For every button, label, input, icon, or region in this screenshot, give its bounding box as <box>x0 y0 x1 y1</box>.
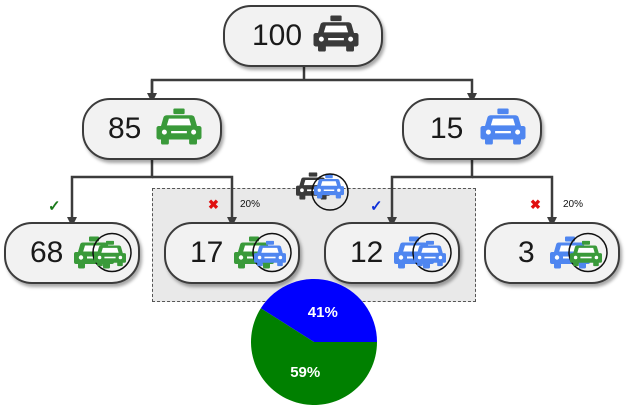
green-taxi-node: 85 <box>82 98 222 160</box>
leaf-count: 12 <box>350 236 384 269</box>
error-rate-label-left: 20% <box>240 199 261 210</box>
group-taxi-witness-icon <box>294 168 354 212</box>
root-node: 100 <box>223 5 383 67</box>
root-count: 100 <box>252 19 303 52</box>
leaf-count: 3 <box>518 236 535 269</box>
cross-icon-right: ✖ <box>530 197 541 212</box>
blue-taxi-node: 15 <box>402 98 542 160</box>
leaf-count: 68 <box>30 236 64 269</box>
leaf-blue-misidentified: 3 <box>484 222 620 284</box>
blue-count: 15 <box>430 112 464 145</box>
blue-taxi-witness-icon <box>392 227 452 280</box>
cross-icon-left: ✖ <box>208 197 219 212</box>
blue-taxi-icon <box>480 109 526 150</box>
green-blue-taxi-witness-icon <box>232 227 292 280</box>
blue-green-taxi-witness-icon <box>548 227 608 280</box>
dark-taxi-icon <box>313 16 359 57</box>
leaf-count: 17 <box>190 236 224 269</box>
check-icon-green: ✓ <box>48 198 61 215</box>
leaf-green-misidentified: 17 <box>164 222 300 284</box>
leaf-green-correct: 68 <box>4 222 140 284</box>
error-rate-label-right: 20% <box>563 199 584 210</box>
check-icon-blue: ✓ <box>370 198 383 215</box>
green-count: 85 <box>108 112 142 145</box>
leaf-blue-correct: 12 <box>324 222 460 284</box>
green-taxi-witness-icon <box>72 227 132 280</box>
green-taxi-icon <box>156 109 202 150</box>
